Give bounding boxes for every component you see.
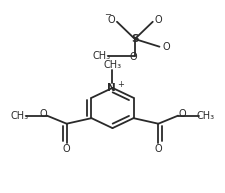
Text: O: O xyxy=(130,52,137,62)
Text: O: O xyxy=(178,109,186,119)
Text: O: O xyxy=(155,15,162,25)
Text: O: O xyxy=(155,144,162,154)
Text: O: O xyxy=(108,15,115,25)
Text: CH₃: CH₃ xyxy=(197,111,215,121)
Text: CH₃: CH₃ xyxy=(10,111,28,121)
Text: S: S xyxy=(131,34,139,44)
Text: O: O xyxy=(39,109,47,119)
Text: CH₃: CH₃ xyxy=(93,51,111,61)
Text: O: O xyxy=(63,144,70,154)
Text: −: − xyxy=(105,10,112,19)
Text: N: N xyxy=(107,83,116,93)
Text: O: O xyxy=(163,42,170,52)
Text: +: + xyxy=(117,80,124,89)
Text: CH₃: CH₃ xyxy=(104,60,122,70)
